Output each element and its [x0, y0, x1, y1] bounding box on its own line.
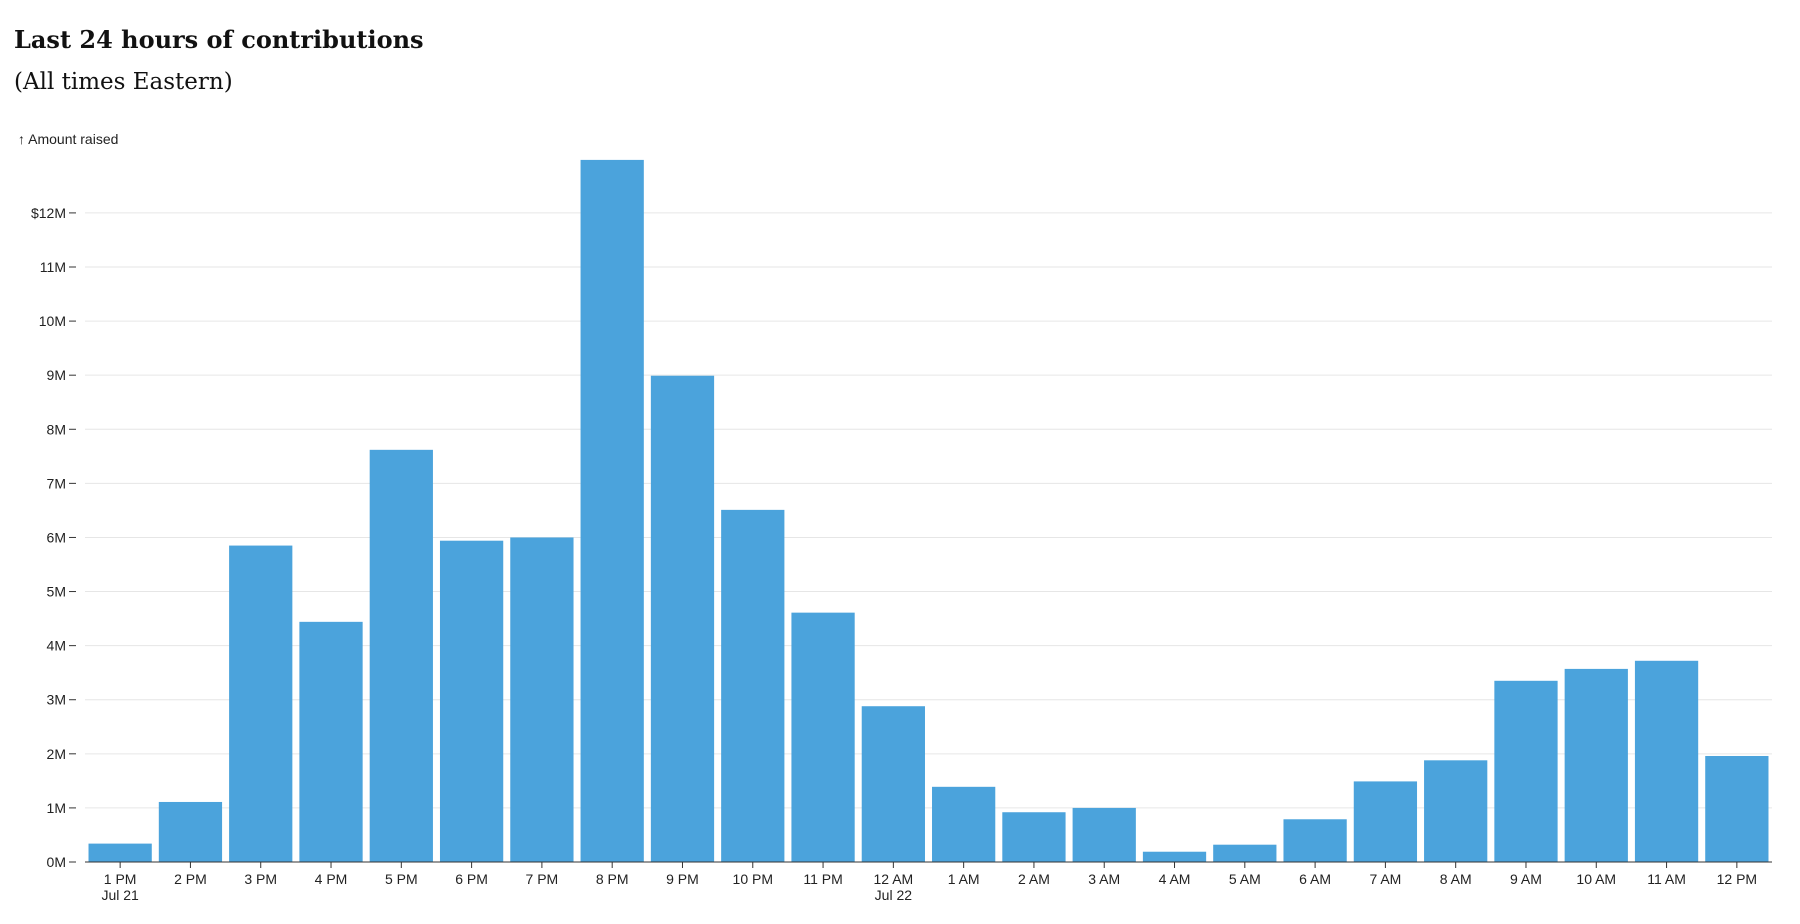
bar: [1564, 668, 1628, 862]
bar: [229, 545, 293, 862]
x-tick-label: 5 AM: [1229, 871, 1261, 887]
x-tick-label: 9 PM: [666, 871, 699, 887]
bar: [650, 375, 715, 862]
x-tick-label: 4 AM: [1159, 871, 1191, 887]
x-tick-label: 7 AM: [1369, 871, 1401, 887]
bar: [439, 540, 504, 862]
y-tick-label: 8M: [47, 421, 66, 437]
y-tick-label: 0M: [47, 854, 66, 870]
x-tick-label: 3 PM: [244, 871, 277, 887]
bar: [1705, 755, 1769, 862]
bar: [1353, 781, 1418, 862]
x-date-label: Jul 22: [875, 887, 913, 903]
y-tick-label: 9M: [47, 367, 66, 383]
y-tick-label: 4M: [47, 638, 66, 654]
bar: [580, 159, 644, 862]
bar: [861, 706, 925, 862]
x-tick-label: 10 PM: [733, 871, 773, 887]
bar: [1634, 660, 1699, 862]
chart-subtitle: (All times Eastern): [14, 69, 233, 95]
bar: [88, 843, 152, 862]
bar: [1002, 812, 1066, 862]
chart-title: Last 24 hours of contributions: [14, 25, 424, 54]
x-tick-label: 8 PM: [596, 871, 629, 887]
x-tick-label: 6 AM: [1299, 871, 1331, 887]
y-tick-label: 3M: [47, 692, 66, 708]
x-tick-label: 4 PM: [315, 871, 348, 887]
x-tick-label: 5 PM: [385, 871, 418, 887]
x-tick-label: 2 PM: [174, 871, 207, 887]
bar: [299, 621, 363, 862]
bar: [791, 612, 855, 862]
bar: [1424, 760, 1488, 862]
bar: [1283, 819, 1347, 862]
x-tick-label: 1 PM: [104, 871, 137, 887]
x-tick-label: 9 AM: [1510, 871, 1542, 887]
x-tick-label: 7 PM: [526, 871, 559, 887]
x-tick-label: 3 AM: [1088, 871, 1120, 887]
bar: [158, 801, 223, 862]
y-tick-label: 2M: [47, 746, 66, 762]
x-tick-label: 11 AM: [1647, 871, 1686, 887]
y-axis-label: ↑ Amount raised: [18, 131, 118, 147]
x-tick-label: 1 AM: [948, 871, 980, 887]
bar: [369, 449, 433, 862]
bar: [510, 537, 574, 862]
bar: [721, 509, 785, 862]
x-tick-label: 12 PM: [1717, 871, 1757, 887]
bar: [1072, 807, 1136, 862]
bar: [1213, 844, 1277, 862]
y-tick-label: $12M: [31, 205, 66, 221]
y-tick-label: 1M: [47, 800, 66, 816]
bar: [932, 786, 996, 862]
x-tick-label: 6 PM: [455, 871, 488, 887]
y-tick-label: 11M: [40, 259, 66, 275]
x-tick-label: 11 PM: [803, 871, 842, 887]
x-tick-label: 8 AM: [1440, 871, 1472, 887]
y-tick-label: 10M: [39, 313, 66, 329]
x-tick-label: 2 AM: [1018, 871, 1050, 887]
y-tick-label: 6M: [47, 529, 66, 545]
bar: [1142, 851, 1207, 862]
y-tick-label: 7M: [47, 475, 66, 491]
x-tick-label: 12 AM: [874, 871, 914, 887]
y-tick-label: 5M: [47, 584, 66, 600]
x-tick-label: 10 AM: [1576, 871, 1616, 887]
bar: [1494, 680, 1558, 862]
x-date-label: Jul 21: [101, 887, 139, 903]
